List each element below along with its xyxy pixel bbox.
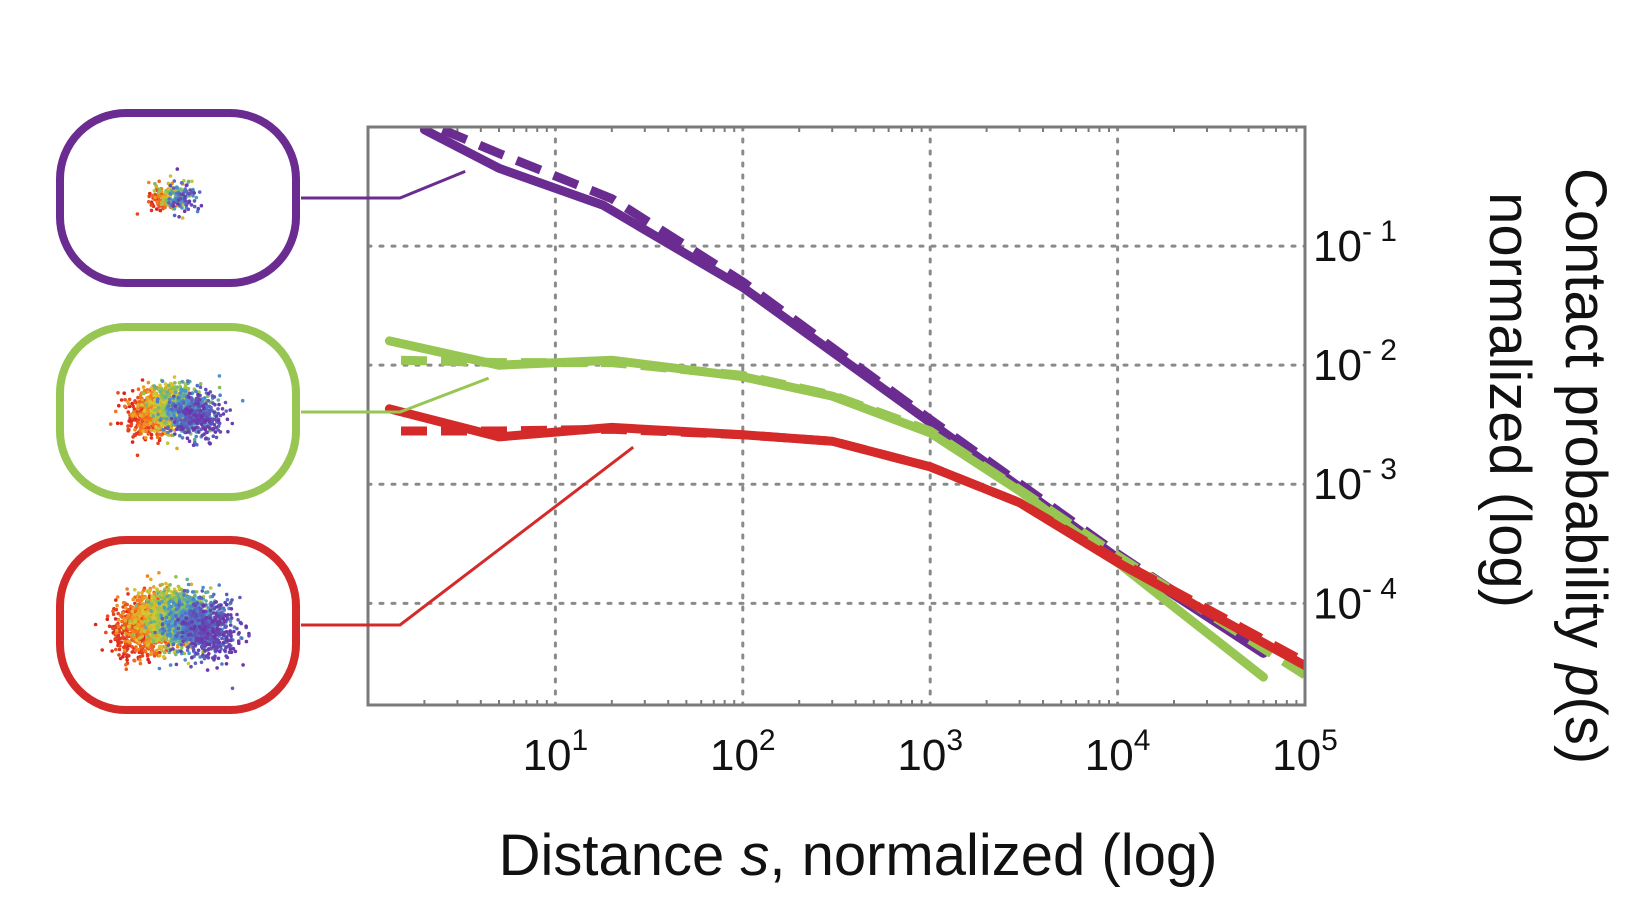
series-line-4-dashed: [400, 355, 1305, 679]
y-tick-label: 10- 1: [1313, 215, 1397, 271]
inset-connector-line: [301, 170, 466, 200]
series-layer: [384, 127, 1305, 682]
series-line-3-solid: [384, 336, 1268, 682]
structure-inset-1: [56, 109, 466, 287]
y-tick-labels: 10- 1 10- 2 10- 3 10- 4: [1313, 215, 1397, 628]
grid-lines: [366, 125, 1307, 707]
x-axis-title: Distance s, normalized (log): [499, 823, 1218, 888]
series-line-6-dashed: [401, 424, 1305, 667]
x-tick-label: 101: [523, 724, 589, 780]
y-tick-label: 10- 2: [1313, 334, 1397, 390]
y-axis-title-line1: Contact probability p(s): [1553, 168, 1618, 764]
y-axis-title-line2: normalized (log): [1477, 192, 1542, 608]
y-tick-label: 10- 4: [1313, 572, 1397, 628]
structure-insets: [56, 109, 635, 714]
x-tick-label: 104: [1085, 724, 1151, 780]
structure-inset-3: [56, 446, 635, 714]
x-tick-label: 105: [1272, 724, 1338, 780]
y-tick-label: 10- 3: [1313, 453, 1397, 509]
inset-connector-line: [301, 376, 490, 414]
polymer-point-cloud: [135, 167, 204, 220]
polymer-point-cloud: [93, 571, 251, 691]
structure-inset-2: [56, 323, 490, 501]
x-tick-label: 103: [897, 724, 963, 780]
plot-frame: [366, 125, 1307, 707]
inset-connector-line: [301, 446, 635, 627]
x-tick-labels: 101 102 103 104 105: [523, 724, 1338, 780]
x-tick-label: 102: [710, 724, 776, 780]
polymer-point-cloud: [108, 374, 245, 458]
